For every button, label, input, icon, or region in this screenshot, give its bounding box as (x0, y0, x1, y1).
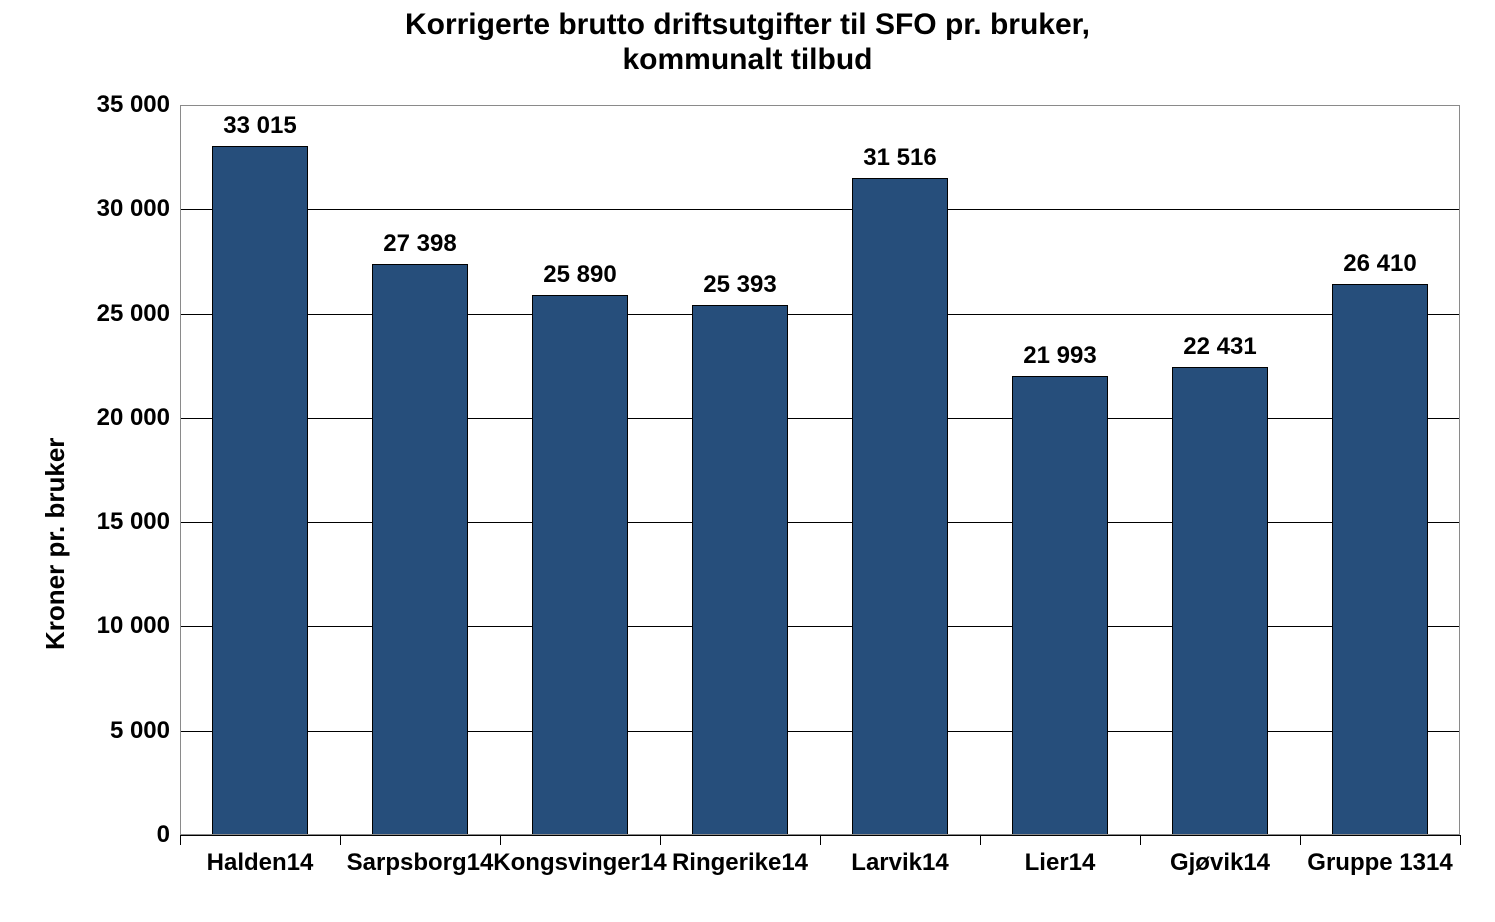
x-tick-label: Sarpsborg14 (347, 849, 494, 877)
plot-area: 33 015 27 398 25 890 25 393 31 516 21 993 22 4… (180, 105, 1460, 835)
x-tick-label: Halden14 (207, 849, 314, 877)
x-tick-mark (660, 835, 661, 845)
bar (1332, 284, 1428, 835)
y-tick-label: 20 000 (50, 404, 170, 432)
x-tick-mark (500, 835, 501, 845)
x-tick-label: Lier14 (1025, 849, 1096, 877)
x-tick-mark (1300, 835, 1301, 845)
y-tick-label: 5 000 (50, 717, 170, 745)
bar (852, 178, 948, 835)
bar-value-label: 25 890 (543, 261, 616, 289)
bar-value-label: 26 410 (1343, 250, 1416, 278)
bar (1172, 367, 1268, 835)
bar-value-label: 21 993 (1023, 342, 1096, 370)
x-tick-label: Gjøvik14 (1170, 849, 1270, 877)
x-tick-mark (1460, 835, 1461, 845)
bar (212, 146, 308, 835)
bar (532, 295, 628, 835)
x-tick-mark (180, 835, 181, 845)
bar-value-label: 27 398 (383, 230, 456, 258)
bar-chart: Korrigerte brutto driftsutgifter til SFO… (0, 0, 1495, 922)
chart-title: Korrigerte brutto driftsutgifter til SFO… (0, 8, 1495, 77)
x-tick-label: Ringerike14 (672, 849, 808, 877)
x-tick-label: Larvik14 (851, 849, 948, 877)
bar-value-label: 22 431 (1183, 333, 1256, 361)
x-tick-label: Gruppe 1314 (1307, 849, 1452, 877)
bar-value-label: 31 516 (863, 144, 936, 172)
y-tick-label: 35 000 (50, 91, 170, 119)
bar-value-label: 33 015 (223, 112, 296, 140)
x-tick-mark (820, 835, 821, 845)
x-tick-mark (980, 835, 981, 845)
bars-layer: 33 015 27 398 25 890 25 393 31 516 21 993 22 4… (180, 105, 1460, 835)
bar (692, 305, 788, 835)
y-tick-label: 30 000 (50, 195, 170, 223)
y-tick-label: 15 000 (50, 508, 170, 536)
y-tick-label: 25 000 (50, 300, 170, 328)
bar (1012, 376, 1108, 835)
bar (372, 264, 468, 835)
x-tick-mark (340, 835, 341, 845)
bar-value-label: 25 393 (703, 271, 776, 299)
x-tick-label: Kongsvinger14 (493, 849, 666, 877)
y-tick-label: 0 (50, 821, 170, 849)
y-tick-label: 10 000 (50, 612, 170, 640)
x-tick-mark (1140, 835, 1141, 845)
